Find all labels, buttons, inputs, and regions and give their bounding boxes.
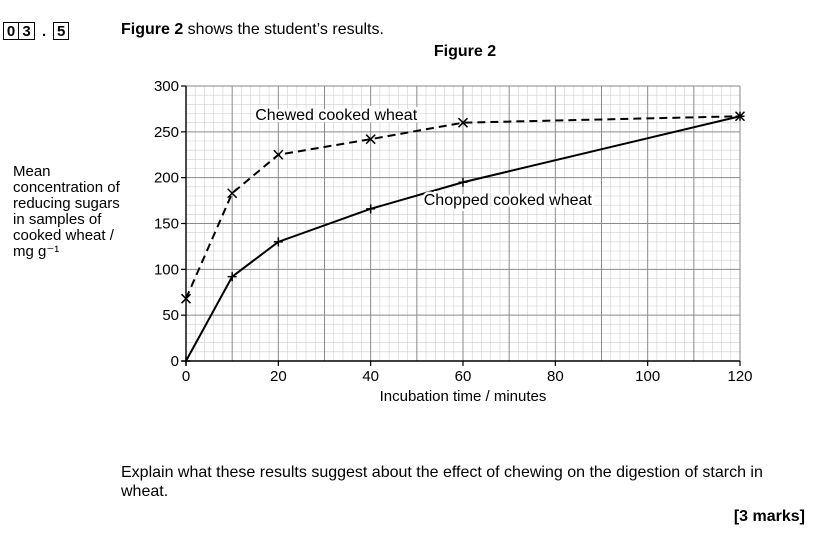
cross-marker [457, 117, 469, 128]
question-digit-1: 0 [3, 22, 19, 40]
y-tick-label: 150 [154, 216, 179, 233]
y-axis-label-line: mg g⁻¹ [13, 243, 60, 260]
plus-marker [458, 177, 468, 187]
question-intro: Figure 2 shows the student’s results. [121, 21, 384, 39]
y-axis-label-line: cooked wheat / [13, 227, 114, 244]
question-separator: . [42, 22, 47, 40]
y-tick-label: 50 [162, 307, 179, 324]
cross-marker [180, 293, 192, 304]
x-tick-label: 40 [362, 368, 379, 385]
question-digit-2: 3 [19, 22, 35, 40]
plus-marker [366, 204, 376, 214]
y-tick-label: 300 [154, 78, 179, 95]
y-axis-label: Mean concentration of reducing sugars in sa… [13, 164, 120, 260]
plus-marker [227, 272, 237, 282]
y-tick-label: 0 [171, 353, 179, 370]
chewed-series-label: Chewed cooked wheat [255, 107, 417, 124]
y-tick-label: 200 [154, 170, 179, 187]
y-axis-label-line: Mean [13, 163, 51, 180]
x-tick-label: 60 [455, 368, 472, 385]
cross-marker [273, 149, 284, 160]
x-axis-label: Incubation time / minutes [380, 388, 547, 405]
x-tick-label: 100 [635, 368, 660, 385]
figure-reference: Figure 2 [121, 21, 184, 38]
chopped-series-line [185, 115, 741, 362]
x-tick-label: 0 [182, 368, 190, 385]
x-tick-label: 80 [547, 368, 564, 385]
chewed-series-line [185, 115, 741, 300]
cross-marker [227, 188, 238, 199]
question-part: 5 [53, 22, 70, 40]
question-prompt: Explain what these results suggest about… [121, 464, 763, 500]
plus-marker [273, 237, 283, 247]
y-axis-label-line: concentration of [13, 179, 120, 196]
y-tick-label: 100 [154, 261, 179, 278]
x-tick-label: 20 [270, 368, 287, 385]
plus-marker [181, 356, 191, 366]
question-number: 0 3 . 5 [3, 22, 70, 40]
intro-text: shows the student’s results. [183, 21, 384, 38]
figure-title: Figure 2 [433, 43, 497, 60]
plus-marker [735, 111, 745, 121]
marks-label: [3 marks] [733, 508, 805, 525]
x-tick-label: 120 [727, 368, 752, 385]
y-tick-label: 250 [154, 124, 179, 141]
y-axis-label-line: reducing sugars [13, 195, 120, 212]
y-axis-label-line: in samples of [13, 211, 102, 228]
chopped-series-label: Chopped cooked wheat [424, 192, 593, 209]
cross-marker [365, 134, 376, 145]
